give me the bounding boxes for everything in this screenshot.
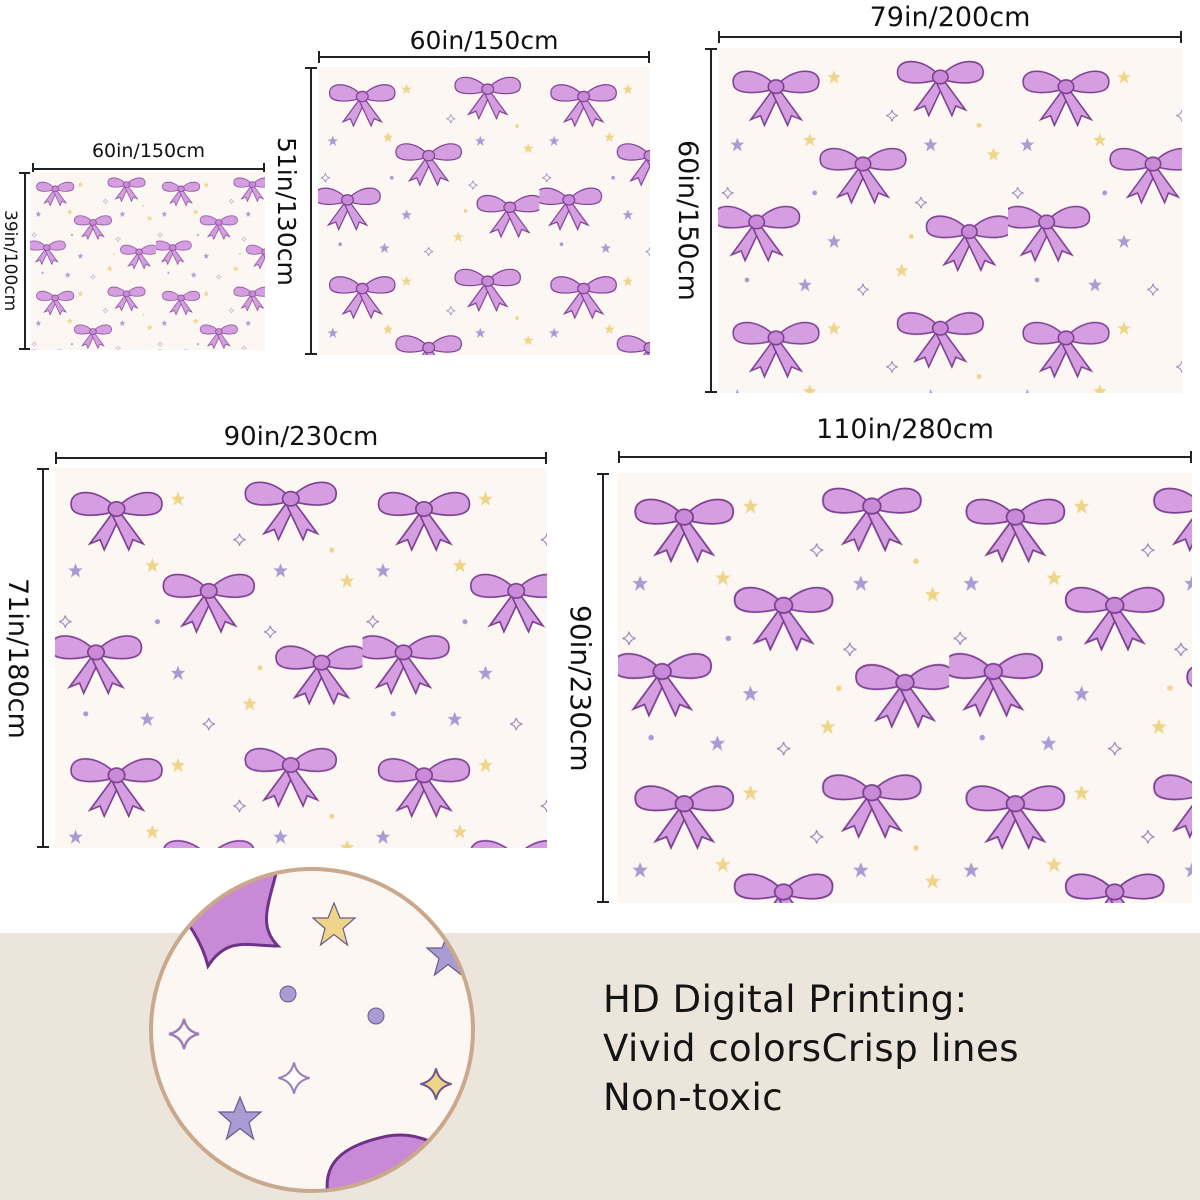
height-dimension-line (305, 67, 317, 355)
width-label: 60in/150cm (409, 26, 559, 55)
height-dimension-line (37, 468, 49, 848)
width-label: 79in/200cm (869, 2, 1031, 33)
width-dimension-line (718, 31, 1182, 43)
backdrop-preview-image (30, 172, 265, 350)
width-label: 90in/230cm (223, 422, 379, 452)
height-label: 60in/150cm (672, 140, 703, 301)
feature-line-hd-printing: HD Digital Printing: (603, 978, 968, 1021)
backdrop-preview-image (718, 48, 1182, 393)
width-dimension-line (55, 452, 547, 464)
width-label: 110in/280cm (816, 414, 994, 445)
width-label: 60in/150cm (91, 140, 206, 162)
backdrop-preview-image (55, 468, 547, 848)
height-dimension-line (19, 172, 31, 350)
width-dimension-line (318, 51, 650, 63)
feature-line-vivid-colors: Vivid colorsCrisp lines (603, 1027, 1019, 1070)
height-label: 90in/230cm (564, 604, 597, 772)
width-dimension-line (32, 163, 265, 175)
height-label: 51in/130cm (272, 136, 301, 286)
width-dimension-line (618, 451, 1192, 463)
backdrop-preview-image (618, 473, 1192, 903)
backdrop-preview-image (318, 67, 650, 355)
height-label: 39in/100cm (0, 210, 20, 312)
detail-magnifier-circle (149, 867, 475, 1193)
height-dimension-line (705, 48, 717, 393)
height-label: 71in/180cm (2, 577, 33, 739)
feature-line-non-toxic: Non-toxic (603, 1076, 784, 1119)
height-dimension-line (597, 473, 609, 903)
